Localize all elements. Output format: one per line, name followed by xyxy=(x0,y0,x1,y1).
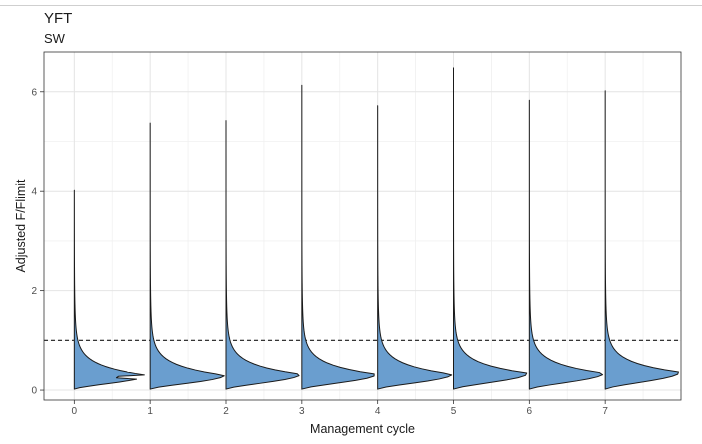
x-tick-label: 7 xyxy=(602,406,608,417)
chart-subtitle: SW xyxy=(44,31,65,46)
x-tick-label: 6 xyxy=(527,406,533,417)
x-tick-label: 5 xyxy=(451,406,457,417)
y-tick-label: 4 xyxy=(31,187,37,198)
y-tick-label: 0 xyxy=(31,386,37,397)
x-tick-label: 2 xyxy=(223,406,229,417)
x-tick-label: 4 xyxy=(375,406,381,417)
violin-cycle-1 xyxy=(149,122,225,390)
y-tick-label: 2 xyxy=(31,286,37,297)
violin-cycle-2 xyxy=(225,120,300,390)
top-divider xyxy=(0,5,702,6)
x-tick-label: 1 xyxy=(147,406,153,417)
violin-cycle-5 xyxy=(453,67,528,390)
violin-series xyxy=(73,67,679,390)
violin-cycle-7 xyxy=(604,90,679,390)
x-tick-label: 0 xyxy=(72,406,78,417)
y-axis: 0 2 4 6 xyxy=(31,87,44,397)
violin-cycle-6 xyxy=(528,99,604,390)
plot-border xyxy=(43,51,682,401)
chart-title: YFT xyxy=(44,10,73,27)
y-tick-label: 6 xyxy=(31,87,37,98)
violin-cycle-3 xyxy=(301,84,375,390)
x-axis-label: Management cycle xyxy=(310,422,415,436)
violin-cycle-0 xyxy=(73,189,145,390)
x-tick-label: 3 xyxy=(299,406,305,417)
y-axis-label: Adjusted F/Flimit xyxy=(14,179,28,273)
x-axis: 0 1 2 3 4 5 6 7 xyxy=(72,400,608,417)
plot-panel xyxy=(44,52,681,400)
violin-cycle-4 xyxy=(377,105,453,390)
